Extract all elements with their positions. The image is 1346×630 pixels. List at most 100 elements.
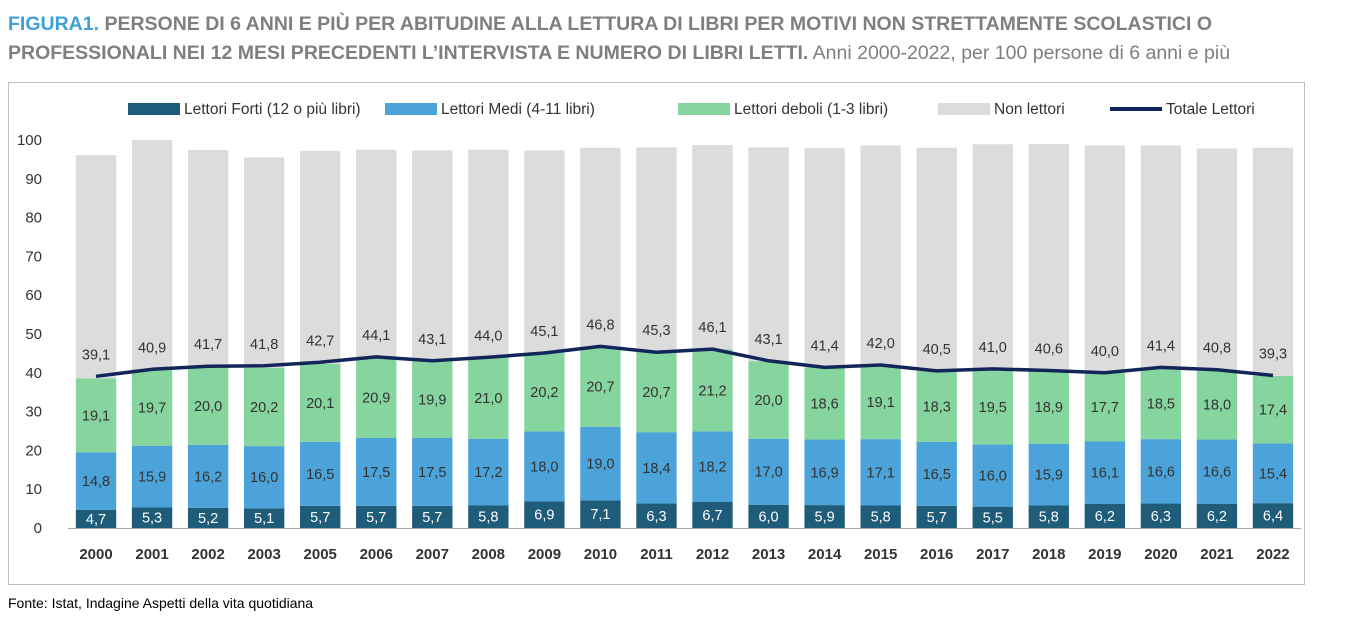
bar-segment <box>804 148 845 368</box>
bar-segment <box>972 444 1013 507</box>
bar-segment <box>243 157 285 368</box>
bar-segment <box>131 445 173 508</box>
data-label: 21,2 <box>698 383 726 399</box>
line-data-label: 44,1 <box>362 328 390 344</box>
bar-segment <box>860 145 901 366</box>
y-tick-label: 70 <box>25 248 42 265</box>
x-tick-label: 2019 <box>1088 546 1121 563</box>
bar-segment <box>748 147 789 362</box>
bar-segment <box>300 441 341 506</box>
bar-segment <box>916 505 957 528</box>
bar-segment <box>412 150 453 361</box>
x-tick-label: 2021 <box>1200 546 1233 563</box>
total-readers-line <box>95 344 1274 379</box>
bar-segment <box>187 444 229 508</box>
bar-segment <box>1252 503 1294 528</box>
bar-segment <box>972 368 1013 445</box>
bar-segment <box>748 361 789 439</box>
data-label: 20,1 <box>306 396 334 412</box>
y-tick-label: 20 <box>25 442 42 459</box>
line-data-label: 40,5 <box>923 342 951 358</box>
data-label: 6,2 <box>1095 509 1115 525</box>
data-label: 5,7 <box>927 510 947 526</box>
bar-segment <box>1028 143 1069 371</box>
data-label: 16,6 <box>1203 465 1231 481</box>
data-label: 17,1 <box>867 465 895 481</box>
legend-label: Totale Lettori <box>1166 101 1255 118</box>
bar-segment <box>1140 145 1182 368</box>
bar-segment <box>692 502 733 528</box>
bar-segment <box>580 426 621 501</box>
bar-segment <box>1252 375 1294 444</box>
data-label: 18,9 <box>1035 400 1063 416</box>
chart-frame <box>8 82 1305 585</box>
bar-segment <box>524 431 565 502</box>
data-label: 18,4 <box>642 461 670 477</box>
bar-segment <box>1252 443 1294 504</box>
x-tick-label: 2018 <box>1032 546 1065 563</box>
legend-label: Lettori deboli (1-3 libri) <box>734 101 888 118</box>
y-tick-label: 100 <box>17 132 42 149</box>
y-tick-label: 80 <box>25 210 42 227</box>
line-data-label: 42,7 <box>306 333 334 349</box>
data-label: 6,9 <box>534 508 554 524</box>
bar-segment <box>860 505 901 528</box>
x-tick-label: 2011 <box>640 546 673 563</box>
data-label: 21,0 <box>474 391 502 407</box>
title-main: PERSONE DI 6 ANNI E PIÙ PER ABITUDINE AL… <box>8 13 1213 64</box>
y-tick-label: 10 <box>25 481 42 498</box>
bar-segment <box>300 505 341 528</box>
legend-label: Lettori Medi (4-11 libri) <box>441 101 595 118</box>
bar-segment <box>1028 443 1069 506</box>
bar-segment <box>804 439 845 506</box>
x-tick-label: 2020 <box>1144 546 1177 563</box>
y-tick-label: 50 <box>25 326 42 343</box>
line-data-label: 43,1 <box>754 332 782 348</box>
bar-segment <box>1028 505 1069 528</box>
data-label: 5,7 <box>422 510 442 526</box>
data-label: 15,9 <box>138 470 166 486</box>
bar-segment <box>356 149 397 357</box>
line-data-label: 40,9 <box>138 340 166 356</box>
bar-segment <box>1084 441 1126 504</box>
y-tick-label: 60 <box>25 287 42 304</box>
data-label: 5,8 <box>871 510 891 526</box>
bar-segment <box>356 356 397 438</box>
line-data-label: 39,3 <box>1259 347 1287 363</box>
x-tick-label: 2005 <box>304 546 337 563</box>
data-label: 6,7 <box>702 508 722 524</box>
data-label: 18,5 <box>1147 396 1175 412</box>
bar-segment <box>300 363 341 442</box>
data-label: 20,0 <box>194 399 222 415</box>
bar-segment <box>916 147 957 371</box>
bar-segment <box>1196 148 1238 370</box>
data-label: 17,5 <box>362 465 390 481</box>
x-tick-label: 2013 <box>752 546 785 563</box>
bar-segment <box>131 140 173 370</box>
line-data-label: 46,1 <box>698 320 726 336</box>
x-tick-label: 2012 <box>696 546 729 563</box>
data-label: 6,3 <box>646 509 666 525</box>
y-tick-label: 30 <box>25 404 42 421</box>
x-tick-label: 2022 <box>1256 546 1289 563</box>
legend-label: Non lettori <box>994 101 1065 118</box>
data-label: 19,1 <box>867 395 895 411</box>
data-label: 5,8 <box>478 510 498 526</box>
data-label: 6,3 <box>1151 509 1171 525</box>
bar-segment <box>524 150 565 354</box>
bar-segment <box>972 144 1013 369</box>
x-tick-label: 2006 <box>360 546 393 563</box>
data-label: 5,1 <box>254 511 274 527</box>
bar-segment <box>524 353 565 432</box>
bar-segment <box>860 439 901 506</box>
line-data-label: 45,1 <box>530 324 558 340</box>
data-label: 16,9 <box>810 465 838 481</box>
data-label: 5,3 <box>142 511 162 527</box>
y-tick-label: 90 <box>25 171 42 188</box>
data-label: 19,5 <box>979 400 1007 416</box>
data-label: 7,1 <box>590 507 610 523</box>
data-label: 16,0 <box>250 470 278 486</box>
bar-segment <box>580 346 621 427</box>
data-label: 17,7 <box>1091 400 1119 416</box>
chart-svg: 0 10 20 30 40 50 60 70 80 90 100 4,7 5,3 5,2 5,1 5,7 5,7… <box>17 101 1301 563</box>
